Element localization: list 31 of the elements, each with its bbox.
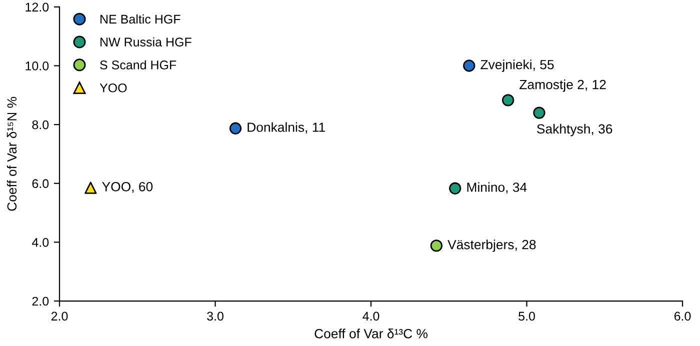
y-tick-label: 2.0	[32, 296, 49, 306]
annotation: Västerbjers, 28	[448, 240, 536, 252]
x-axis-title: Coeff of Var δ¹³C %	[314, 328, 428, 338]
point	[463, 60, 476, 72]
legend-label: S Scand HGF	[100, 60, 176, 70]
annotation: YOO, 60	[102, 182, 153, 193]
legend-label: NW Russia HGF	[100, 37, 192, 47]
legend-label: NE Baltic HGF	[100, 14, 180, 24]
x-tick-label: 4.0	[362, 312, 380, 321]
x-tick-label: 3.0	[207, 312, 224, 321]
annotation: Donkalnis, 11	[248, 122, 325, 134]
point	[449, 182, 462, 194]
point	[502, 94, 514, 106]
y-tick-label: 10.0	[26, 62, 49, 70]
point	[229, 122, 242, 134]
annotation: Zvejnieki, 55	[480, 60, 554, 72]
point	[533, 106, 546, 119]
point	[84, 182, 97, 194]
x-tick-label: 6.0	[674, 312, 691, 321]
x-tick-label: 2.0	[51, 312, 68, 321]
annotation: Sakhtysh, 36	[537, 124, 612, 136]
y-tick-label: 6.0	[32, 179, 49, 188]
y-tick-label: 4.0	[32, 238, 49, 247]
point	[430, 240, 442, 252]
x-tick-label: 5.0	[518, 312, 535, 321]
annotation: Minino, 34	[467, 182, 527, 194]
y-tick-label: 8.0	[32, 120, 49, 130]
y-tick-label: 12.0	[26, 2, 49, 12]
y-axis-title: Coeff of Var δ¹⁵N %	[6, 96, 17, 211]
annotation: Zamostje 2, 12	[520, 80, 606, 92]
legend-label: YOO	[100, 83, 127, 92]
